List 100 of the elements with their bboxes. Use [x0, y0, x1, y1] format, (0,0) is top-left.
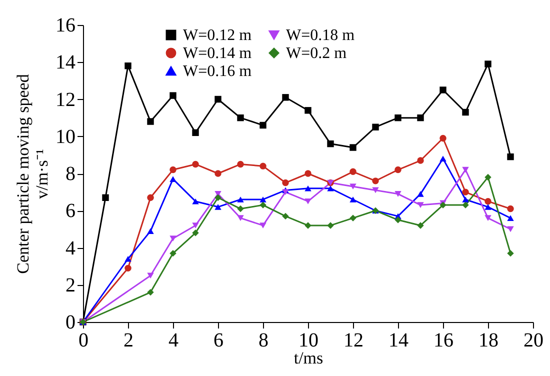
point	[462, 188, 469, 196]
point	[462, 166, 469, 173]
point	[372, 124, 379, 130]
point	[350, 168, 356, 175]
point	[237, 114, 244, 122]
point	[304, 198, 312, 204]
point	[440, 134, 446, 142]
point	[462, 196, 469, 202]
point	[394, 216, 402, 224]
point	[237, 205, 244, 212]
point	[372, 187, 379, 194]
point	[170, 250, 176, 257]
point	[417, 114, 424, 122]
point	[282, 179, 289, 186]
point	[350, 184, 356, 190]
x-tick-label: 16	[434, 330, 454, 352]
legend-label: W=0.18 m	[286, 27, 356, 44]
point	[170, 166, 176, 174]
y-tick-label: 0	[66, 312, 76, 334]
point	[192, 198, 199, 204]
x-tick-label: 12	[344, 330, 364, 352]
x-tick-label: 4	[168, 330, 178, 352]
point	[462, 202, 469, 208]
point	[124, 256, 132, 262]
point	[214, 96, 222, 103]
x-tick-label: 18	[478, 330, 498, 352]
point	[124, 264, 132, 272]
point	[507, 226, 514, 232]
x-tick-label: 20	[524, 330, 544, 352]
point	[372, 178, 379, 184]
point	[170, 92, 176, 99]
point	[192, 129, 199, 136]
point	[304, 222, 312, 229]
y-tick-label: 14	[56, 52, 76, 74]
y-tick-label: 8	[66, 163, 76, 185]
point	[214, 170, 222, 177]
point	[484, 174, 492, 181]
point	[260, 196, 266, 202]
point	[237, 160, 244, 168]
point	[102, 194, 109, 201]
point	[440, 156, 446, 162]
legend-label: W=0.2 m	[286, 45, 348, 62]
y-tick-label: 12	[56, 88, 76, 111]
y-tick-label: 4	[66, 237, 76, 260]
point	[484, 215, 492, 221]
point	[147, 194, 154, 201]
point	[170, 176, 176, 182]
point	[484, 204, 492, 210]
point	[507, 153, 514, 160]
point	[260, 202, 266, 208]
point	[350, 144, 356, 151]
point	[260, 122, 266, 129]
point	[394, 166, 402, 174]
point	[260, 162, 266, 170]
x-tick-label: 8	[258, 330, 268, 352]
point	[260, 222, 266, 228]
legend-label: W=0.16 m	[183, 63, 252, 80]
point	[350, 196, 356, 202]
x-tick-label: 2	[124, 330, 134, 352]
point	[417, 222, 424, 229]
point	[237, 196, 244, 202]
point	[417, 157, 424, 164]
y-tick-label: 10	[56, 126, 76, 148]
point	[507, 250, 514, 257]
point	[192, 230, 199, 236]
point	[192, 160, 199, 168]
point	[214, 194, 222, 201]
y-tick-label: 16	[56, 14, 76, 36]
legend-label: W=0.14 m	[183, 45, 252, 62]
point	[282, 94, 289, 101]
point	[214, 204, 222, 210]
point	[327, 140, 334, 148]
point	[327, 222, 334, 229]
x-tick-label: 14	[388, 330, 408, 352]
y-tick-label: 6	[66, 200, 76, 222]
legend-label: W=0.12 m	[183, 27, 252, 44]
point	[484, 60, 492, 68]
point	[124, 62, 132, 70]
point	[147, 228, 154, 234]
point	[507, 205, 514, 212]
point	[192, 222, 199, 228]
point	[304, 170, 312, 177]
point	[170, 236, 176, 242]
x-tick-label: 10	[298, 330, 318, 352]
point	[304, 185, 312, 192]
point	[440, 86, 446, 94]
point	[507, 215, 514, 221]
point	[417, 202, 424, 208]
point	[147, 118, 154, 125]
point	[237, 215, 244, 221]
point	[282, 212, 289, 220]
point	[462, 108, 469, 116]
y-tick-label: 2	[66, 274, 76, 296]
point	[394, 114, 402, 122]
point	[484, 198, 492, 205]
y-axis-title: Center particle moving speed v/m·s⁻¹	[14, 74, 52, 274]
point	[350, 214, 356, 222]
point	[147, 272, 154, 278]
x-axis-title: t/ms	[294, 348, 324, 368]
point	[147, 288, 154, 296]
